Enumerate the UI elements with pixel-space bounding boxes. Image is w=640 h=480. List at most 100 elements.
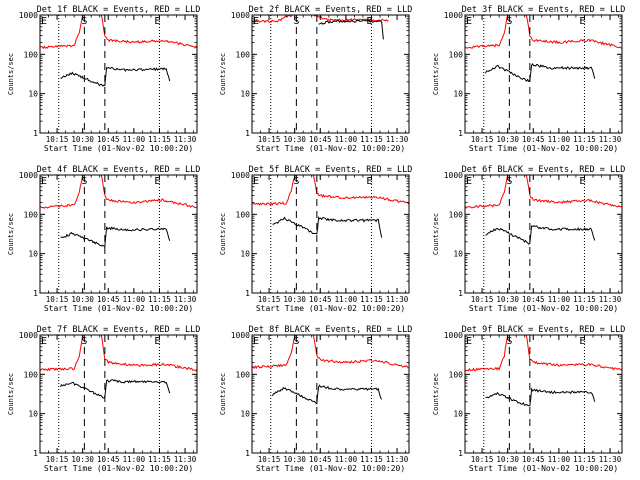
x-tick-label: 10:30 [496,455,519,464]
plot-frame [251,174,410,294]
x-tick-label: 10:30 [283,135,306,144]
x-axis-label: Start Time (01-Nov-02 10:00:20) [44,304,193,313]
plot-frame [464,334,623,454]
y-tick-label: 100 [236,370,251,379]
marker-e-left: E [466,176,472,187]
marker-s: S [81,336,87,347]
marker-s: S [293,176,299,187]
series-lld-line [39,14,198,50]
y-tick-label: 1000 [19,331,38,340]
marker-e-left: E [466,336,472,347]
marker-e-right: E [579,336,585,347]
x-tick-label: 11:00 [123,295,146,304]
x-tick-label: 11:15 [360,135,383,144]
y-tick-label: 1000 [19,11,38,20]
y-tick-label: 1 [33,449,38,458]
x-tick-label: 11:15 [573,135,596,144]
x-tick-label: 10:45 [309,135,332,144]
panel-title: Det 4f BLACK = Events, RED = LLD [37,165,201,175]
y-tick-label: 1 [458,129,463,138]
x-axis-label: Start Time (01-Nov-02 10:00:20) [469,144,618,153]
x-tick-label: 11:15 [148,295,171,304]
series-lld-line [39,334,198,372]
y-tick-label: 1 [33,129,38,138]
x-tick-label: 10:15 [46,455,69,464]
x-tick-label: 10:15 [46,295,69,304]
y-tick-label: 1000 [231,331,250,340]
series-lld-line [39,174,197,209]
y-axis-label: Counts/sec [7,213,15,255]
panel-title: Det 6f BLACK = Events, RED = LLD [462,165,626,175]
y-tick-label: 1000 [19,171,38,180]
y-tick-label: 100 [24,50,39,59]
x-tick-label: 10:45 [97,295,120,304]
series-lld-line [464,14,623,49]
x-tick-label: 10:45 [309,455,332,464]
plot-frame [39,14,198,134]
y-tick-label: 100 [236,50,251,59]
series-lld-line [251,334,410,370]
x-tick-label: 11:30 [174,135,197,144]
series-events-line [318,19,384,40]
y-axis-label: Counts/sec [219,53,227,95]
y-tick-label: 100 [449,210,464,219]
series-lld-line [464,174,623,209]
y-tick-label: 10 [453,250,463,259]
x-tick-label: 11:00 [548,455,571,464]
marker-e-left: E [466,16,472,27]
y-axis-label: Counts/sec [219,213,227,255]
y-tick-label: 10 [453,90,463,99]
marker-e-right: E [154,336,160,347]
x-tick-label: 10:45 [522,455,545,464]
series-events-line [60,379,171,399]
x-tick-label: 11:00 [123,455,146,464]
x-tick-label: 11:30 [599,135,622,144]
panel-title: Det 3f BLACK = Events, RED = LLD [462,5,626,15]
y-tick-label: 1 [458,449,463,458]
plot-frame [464,14,623,134]
panel-title: Det 9f BLACK = Events, RED = LLD [462,325,626,335]
panel-title: Det 7f BLACK = Events, RED = LLD [37,325,201,335]
x-tick-label: 10:30 [71,295,94,304]
y-axis-label: Counts/sec [432,53,440,95]
x-tick-label: 11:00 [335,455,358,464]
x-axis-label: Start Time (01-Nov-02 10:00:20) [256,304,405,313]
x-axis-label: Start Time (01-Nov-02 10:00:20) [469,464,618,473]
y-tick-label: 10 [453,410,463,419]
y-tick-label: 10 [28,250,38,259]
x-tick-label: 11:15 [360,455,383,464]
x-tick-label: 11:00 [335,135,358,144]
x-tick-label: 10:30 [283,455,306,464]
y-tick-label: 100 [236,210,251,219]
y-tick-label: 10 [240,90,250,99]
x-axis-label: Start Time (01-Nov-02 10:00:20) [469,304,618,313]
x-tick-label: 10:30 [71,455,94,464]
x-tick-label: 10:45 [522,135,545,144]
y-tick-label: 1000 [444,331,463,340]
panel-title: Det 8f BLACK = Events, RED = LLD [249,325,413,335]
y-tick-label: 100 [24,370,39,379]
series-events-line [60,226,171,248]
x-tick-label: 10:15 [258,295,281,304]
x-axis-label: Start Time (01-Nov-02 10:00:20) [256,464,405,473]
marker-e-right: E [366,176,372,187]
x-tick-label: 11:15 [148,135,171,144]
y-tick-label: 10 [240,410,250,419]
series-lld-line [251,174,410,206]
x-tick-label: 10:45 [309,295,332,304]
y-axis-label: Counts/sec [7,53,15,95]
x-tick-label: 11:30 [174,295,197,304]
marker-s: S [293,16,299,27]
plot-frame [39,334,198,454]
x-tick-label: 10:45 [97,455,120,464]
x-tick-label: 10:15 [471,455,494,464]
marker-e-left: E [41,176,47,187]
x-tick-label: 11:30 [386,295,409,304]
x-tick-label: 11:00 [123,135,146,144]
